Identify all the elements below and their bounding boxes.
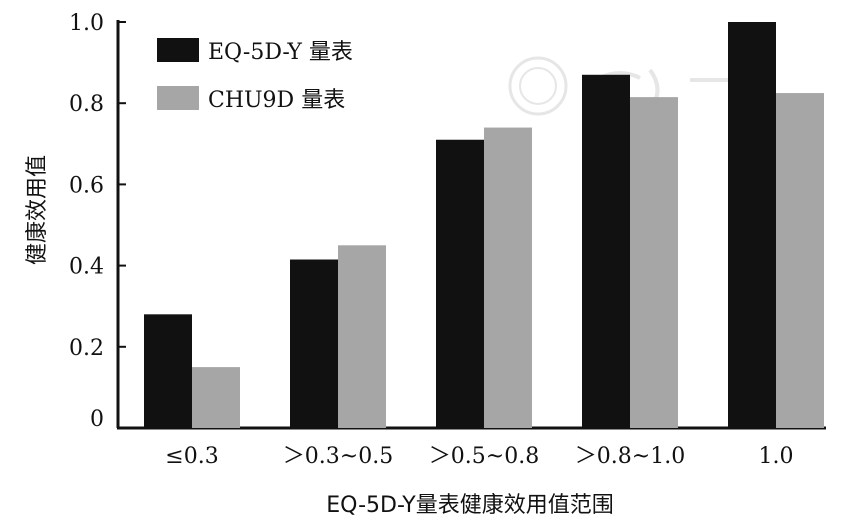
bar-chu9d-1 <box>338 245 386 428</box>
bar-eq5dy-2 <box>436 139 484 429</box>
y-tick-label: 0.6 <box>69 173 104 198</box>
legend-swatch-eq5dy <box>157 38 199 62</box>
watermark-seal <box>508 56 752 116</box>
legend: EQ-5D-Y 量表 CHU9D 量表 <box>157 38 353 113</box>
y-tick-label: 0.2 <box>69 336 104 361</box>
x-axis-title: EQ-5D-Y量表健康效用值范围 <box>326 493 613 518</box>
bar-chu9d-3 <box>630 97 678 429</box>
legend-label-eq5dy: EQ-5D-Y 量表 <box>208 40 353 65</box>
legend-swatch-chu9d <box>157 86 199 110</box>
x-tick-label: ＞0.8~1.0 <box>575 444 685 469</box>
y-tick-label: 0.4 <box>69 255 104 280</box>
bar-eq5dy-4 <box>728 22 776 428</box>
bar-eq5dy-3 <box>582 74 630 428</box>
bar-chu9d-4 <box>776 93 824 429</box>
bar-chu9d-2 <box>484 127 532 428</box>
y-axis-title: 健康效用值 <box>25 155 50 265</box>
x-tick-label: ＞0.5~0.8 <box>429 444 539 469</box>
y-tick-label: 0.8 <box>69 92 104 117</box>
x-tick-label: ＞0.3~0.5 <box>283 444 393 469</box>
bar-chu9d-0 <box>192 367 240 428</box>
bar-eq5dy-1 <box>290 259 338 428</box>
bar-eq5dy-0 <box>144 314 192 428</box>
y-tick-label: 1.0 <box>69 11 104 36</box>
legend-label-chu9d: CHU9D 量表 <box>208 88 345 113</box>
x-tick-label: 1.0 <box>759 444 794 469</box>
y-tick-label: 0 <box>90 407 104 432</box>
x-tick-label: ≤0.3 <box>165 444 218 469</box>
